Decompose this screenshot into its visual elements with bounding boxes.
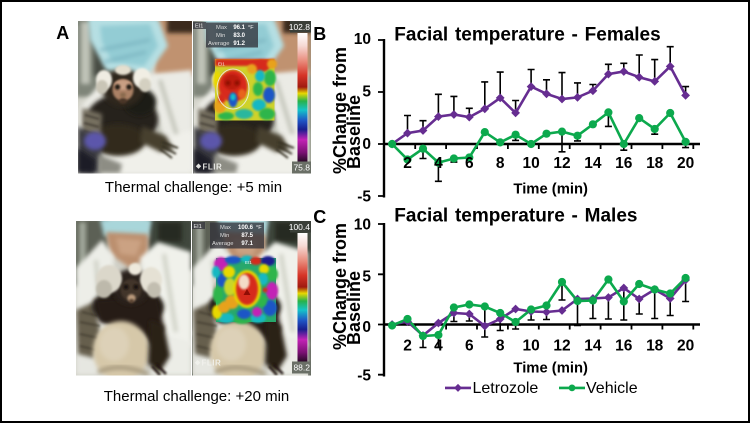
svg-text:14: 14: [584, 337, 602, 354]
svg-text:%Change from: %Change from: [330, 223, 350, 350]
svg-text:16: 16: [615, 337, 633, 354]
svg-text:100.6: 100.6: [238, 225, 254, 231]
svg-text:Thermal challenge: +20 min: Thermal challenge: +20 min: [104, 388, 290, 405]
svg-text:-5: -5: [357, 189, 371, 206]
svg-text:Facial temperature - Males: Facial temperature - Males: [394, 206, 637, 227]
svg-text:97.1: 97.1: [241, 241, 253, 247]
svg-text:12: 12: [553, 337, 570, 354]
svg-text:4: 4: [434, 337, 443, 354]
svg-text:0: 0: [362, 136, 371, 153]
svg-text:°F: °F: [248, 25, 254, 31]
svg-text:Vehicle: Vehicle: [586, 380, 638, 397]
svg-text:4: 4: [434, 155, 443, 172]
svg-text:2: 2: [403, 155, 412, 172]
svg-text:Baseline: Baseline: [344, 95, 364, 169]
svg-text:EI1: EI1: [195, 24, 203, 30]
svg-text:96.1: 96.1: [233, 25, 245, 31]
svg-text:102.8: 102.8: [289, 22, 311, 32]
svg-text:Max: Max: [216, 25, 227, 31]
svg-text:A: A: [56, 23, 69, 43]
svg-text:Thermal challenge: +5 min: Thermal challenge: +5 min: [105, 179, 282, 196]
svg-text:2: 2: [403, 337, 412, 354]
svg-text:16: 16: [615, 155, 633, 172]
svg-text:10: 10: [354, 31, 371, 48]
svg-text:Time (min): Time (min): [513, 181, 588, 197]
svg-text:Facial temperature - Females: Facial temperature - Females: [394, 24, 660, 45]
svg-text:91.2: 91.2: [233, 41, 245, 47]
svg-text:Time (min): Time (min): [513, 361, 588, 377]
svg-text:5: 5: [362, 83, 371, 100]
svg-text:C: C: [313, 207, 326, 227]
svg-text:EI1: EI1: [194, 224, 202, 230]
svg-text:Baseline: Baseline: [344, 271, 364, 345]
svg-text:-5: -5: [357, 368, 371, 385]
svg-text:100.4: 100.4: [289, 222, 311, 232]
svg-text:10: 10: [522, 337, 539, 354]
svg-text:88.2: 88.2: [293, 363, 310, 373]
svg-text:Min: Min: [220, 233, 229, 239]
svg-text:B: B: [313, 24, 326, 44]
svg-text:75.8: 75.8: [293, 163, 310, 173]
svg-text:8: 8: [496, 337, 505, 354]
svg-text:FLIR: FLIR: [203, 162, 223, 171]
svg-text:12: 12: [553, 155, 570, 172]
svg-text:20: 20: [677, 155, 694, 172]
svg-text:FLIR: FLIR: [202, 359, 222, 368]
svg-text:Min: Min: [216, 33, 225, 39]
svg-text:Max: Max: [220, 225, 231, 231]
svg-text:Letrozole: Letrozole: [473, 380, 539, 397]
svg-text:Average: Average: [212, 241, 234, 247]
svg-text:Average: Average: [208, 41, 230, 47]
svg-text:5: 5: [362, 269, 371, 286]
svg-text:14: 14: [584, 155, 602, 172]
svg-text:83.0: 83.0: [233, 33, 245, 39]
svg-text:6: 6: [465, 337, 474, 354]
svg-text:%Change from: %Change from: [330, 47, 350, 174]
svg-text:EI1: EI1: [218, 62, 225, 67]
svg-text:°F: °F: [256, 225, 262, 231]
svg-text:10: 10: [354, 217, 371, 234]
svg-text:6: 6: [465, 155, 474, 172]
svg-text:10: 10: [522, 155, 539, 172]
svg-text:20: 20: [677, 337, 694, 354]
svg-text:0: 0: [362, 319, 371, 336]
svg-text:18: 18: [646, 155, 664, 172]
svg-text:87.5: 87.5: [241, 233, 253, 239]
svg-text:18: 18: [646, 337, 664, 354]
svg-text:8: 8: [496, 155, 505, 172]
svg-text:EI1: EI1: [245, 260, 252, 265]
